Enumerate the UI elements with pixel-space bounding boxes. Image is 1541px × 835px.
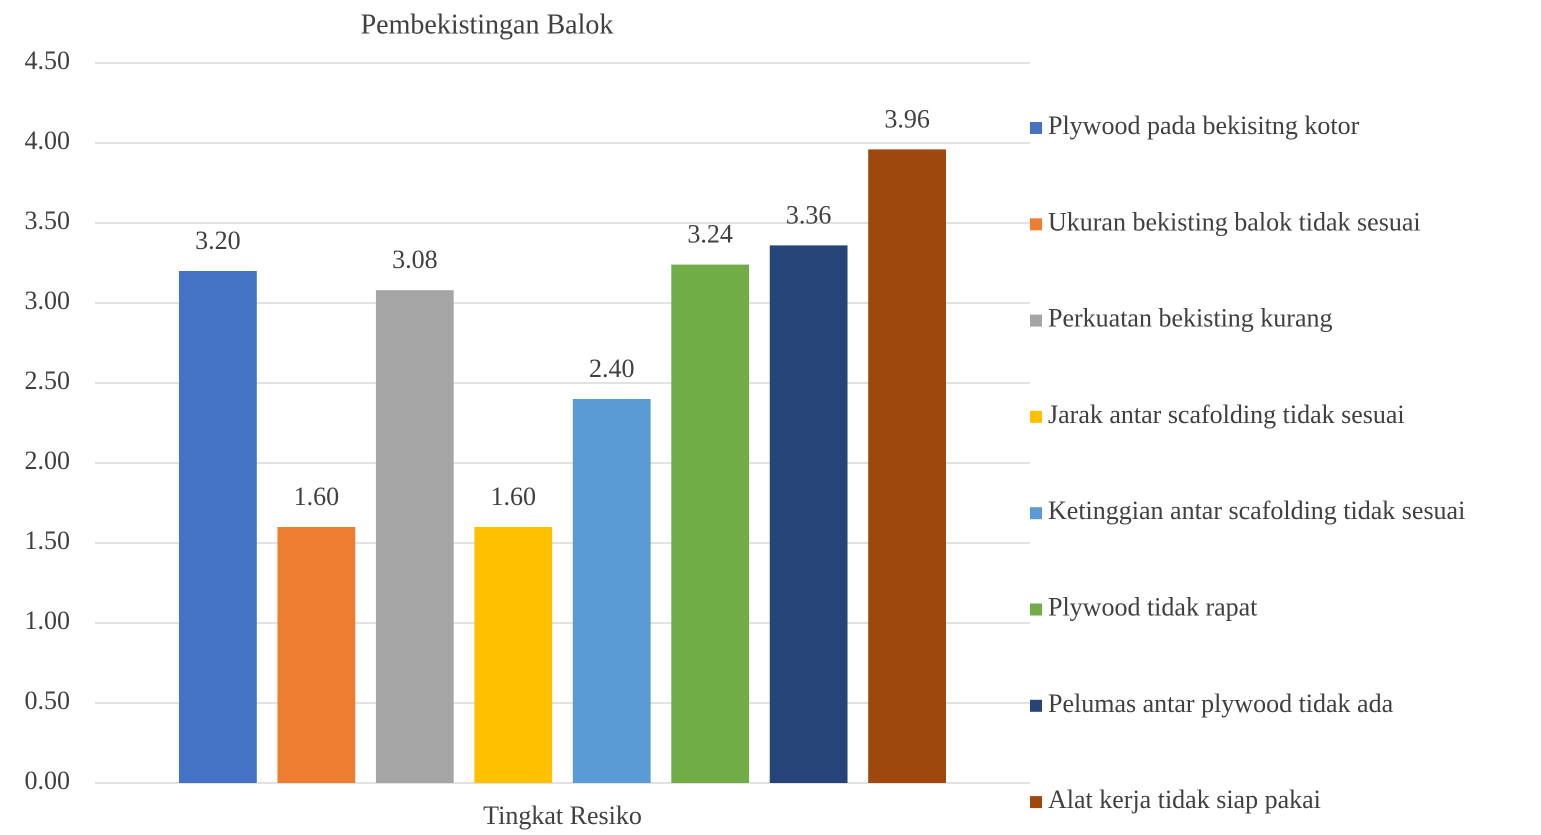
chart-title: Pembekistingan Balok <box>361 9 614 40</box>
legend-swatch <box>1030 699 1042 712</box>
bar <box>375 290 454 783</box>
y-tick-label: 2.00 <box>25 446 71 475</box>
data-label: 1.60 <box>294 482 340 511</box>
data-label: 1.60 <box>491 482 537 511</box>
legend-label: Alat kerja tidak siap pakai <box>1048 785 1321 814</box>
y-tick-label: 4.00 <box>25 126 71 155</box>
legend-label: Ukuran bekisting balok tidak sesuai <box>1048 207 1421 236</box>
legend-swatch <box>1030 603 1042 616</box>
y-tick-label: 3.00 <box>25 286 71 315</box>
legend-label: Jarak antar scafolding tidak sesuai <box>1048 400 1405 429</box>
data-label: 3.20 <box>195 226 241 255</box>
x-tick-label: Tingkat Resiko <box>483 801 642 830</box>
bar <box>474 527 553 783</box>
legend-swatch <box>1030 314 1042 327</box>
legend-label: Pelumas antar plywood tidak ada <box>1048 689 1394 718</box>
legend-swatch <box>1030 796 1042 809</box>
legend-label: Plywood tidak rapat <box>1048 592 1258 621</box>
bar <box>572 399 651 783</box>
y-tick-label: 1.50 <box>25 526 71 555</box>
y-tick-label: 4.50 <box>25 46 71 75</box>
legend-swatch <box>1030 122 1042 134</box>
bar <box>179 271 257 783</box>
data-label: 2.40 <box>589 354 635 383</box>
data-label: 3.96 <box>884 104 930 133</box>
y-tick-label: 2.50 <box>25 366 71 395</box>
data-label: 3.24 <box>687 220 733 249</box>
bar <box>277 527 356 783</box>
data-label: 3.36 <box>786 200 832 229</box>
legend-label: Plywood pada bekisitng kotor <box>1048 111 1360 140</box>
legend-swatch <box>1030 218 1042 231</box>
y-tick-label: 1.00 <box>25 606 71 635</box>
legend-swatch <box>1030 410 1042 423</box>
data-label: 3.08 <box>392 245 438 274</box>
y-tick-label: 0.00 <box>25 766 71 795</box>
legend-label: Perkuatan bekisting kurang <box>1048 304 1333 333</box>
bar <box>868 149 946 783</box>
y-tick-label: 3.50 <box>25 206 71 235</box>
bar <box>671 264 750 784</box>
legend-label: Ketinggian antar scafolding tidak sesuai <box>1048 496 1465 525</box>
bar <box>769 245 848 783</box>
legend-swatch <box>1030 507 1042 520</box>
y-tick-label: 0.50 <box>25 686 71 715</box>
